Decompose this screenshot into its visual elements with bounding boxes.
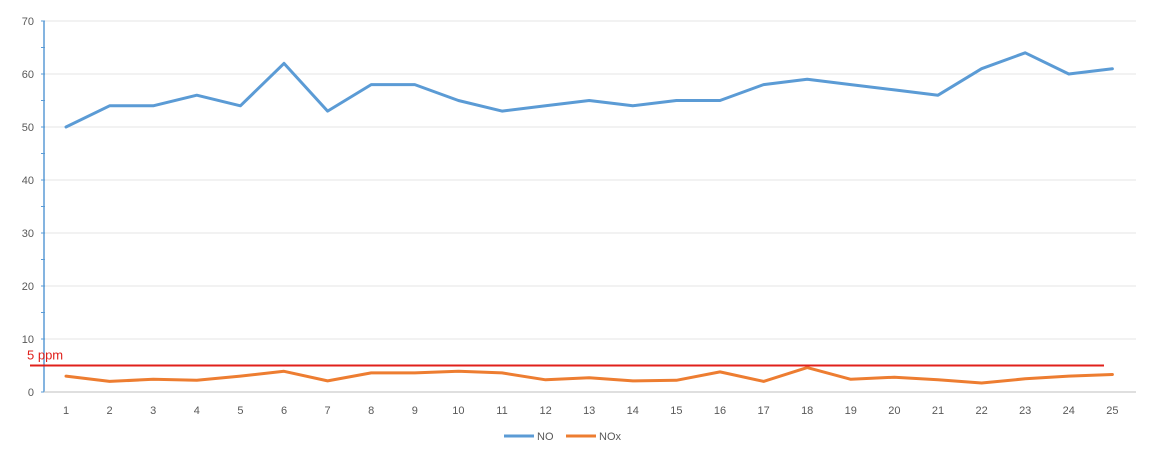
y-axis-labels: 0 10 20 30 40 50 60 70 xyxy=(22,16,34,399)
legend-label-nox: NOx xyxy=(599,431,622,443)
legend-label-no: NO xyxy=(537,431,554,443)
x-tick-label-17: 17 xyxy=(757,405,769,417)
x-tick-label-14: 14 xyxy=(627,405,639,417)
x-tick-label-3: 3 xyxy=(150,405,156,417)
x-tick-label-2: 2 xyxy=(107,405,113,417)
y-tick-label-60: 60 xyxy=(22,69,34,81)
y-tick-label-70: 70 xyxy=(22,16,34,28)
x-tick-label-11: 11 xyxy=(496,405,507,417)
series-line-nox xyxy=(64,366,1114,385)
x-tick-label-19: 19 xyxy=(845,405,857,417)
series-line-no xyxy=(64,51,1114,129)
x-tick-label-20: 20 xyxy=(888,405,900,417)
x-tick-label-22: 22 xyxy=(975,405,987,417)
x-tick-label-8: 8 xyxy=(368,405,374,417)
x-tick-label-21: 21 xyxy=(932,405,944,417)
x-tick-label-4: 4 xyxy=(194,405,200,417)
y-tick-label-30: 30 xyxy=(22,228,34,240)
x-tick-label-6: 6 xyxy=(281,405,287,417)
y-tick-label-0: 0 xyxy=(28,387,34,399)
x-tick-label-15: 15 xyxy=(670,405,682,417)
x-tick-label-13: 13 xyxy=(583,405,595,417)
x-tick-label-24: 24 xyxy=(1063,405,1075,417)
y-tick-label-10: 10 xyxy=(22,334,34,346)
x-tick-label-25: 25 xyxy=(1106,405,1118,417)
x-tick-label-9: 9 xyxy=(412,405,418,417)
y-axis xyxy=(41,20,45,393)
gridlines xyxy=(44,20,1136,340)
y-tick-label-20: 20 xyxy=(22,281,34,293)
x-tick-label-7: 7 xyxy=(325,405,331,417)
reference-line-label: 5 ppm xyxy=(27,348,63,363)
x-tick-label-23: 23 xyxy=(1019,405,1031,417)
x-tick-label-12: 12 xyxy=(539,405,551,417)
x-tick-label-10: 10 xyxy=(452,405,464,417)
x-axis-labels: 1 2 3 4 5 6 7 8 9 10 11 12 13 14 15 16 17 18 19 20 21 22 23 24 2… xyxy=(63,405,1119,417)
x-tick-label-16: 16 xyxy=(714,405,726,417)
x-tick-label-1: 1 xyxy=(63,405,69,417)
y-tick-label-50: 50 xyxy=(22,122,34,134)
legend: NO NOx xyxy=(504,431,622,443)
y-tick-label-40: 40 xyxy=(22,175,34,187)
x-tick-label-5: 5 xyxy=(237,405,243,417)
x-tick-label-18: 18 xyxy=(801,405,813,417)
